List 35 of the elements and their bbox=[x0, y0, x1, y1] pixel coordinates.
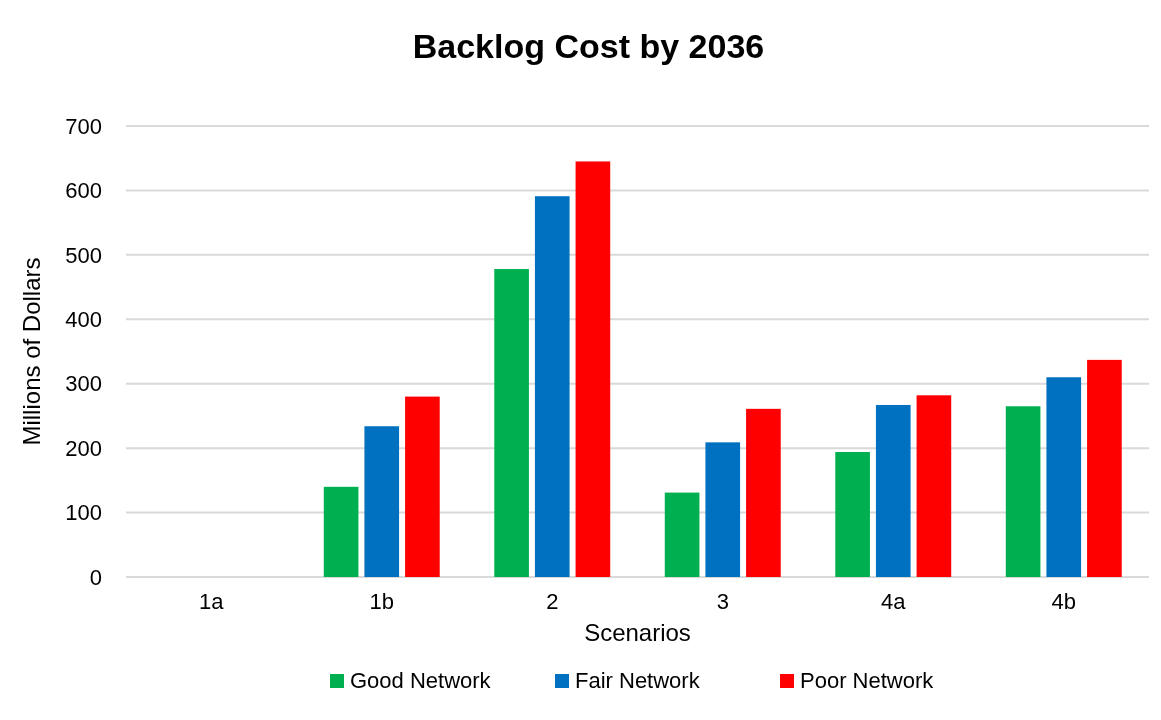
bar bbox=[1046, 377, 1082, 577]
bar bbox=[323, 486, 359, 577]
x-tick-label: 4a bbox=[881, 589, 907, 614]
legend-label: Good Network bbox=[350, 668, 492, 693]
y-tick-label: 500 bbox=[65, 242, 102, 268]
bar bbox=[534, 196, 570, 577]
y-tick-label: 300 bbox=[65, 371, 102, 397]
y-axis-title: Millions of Dollars bbox=[18, 257, 45, 446]
x-tick-label: 1a bbox=[199, 589, 225, 614]
y-tick-label: 0 bbox=[89, 564, 102, 590]
bar bbox=[875, 404, 911, 577]
y-tick-label: 400 bbox=[65, 306, 102, 332]
y-tick-label: 700 bbox=[65, 113, 102, 139]
y-tick-label: 200 bbox=[65, 435, 102, 461]
chart-title: Backlog Cost by 2036 bbox=[412, 27, 765, 65]
x-axis-title: Scenarios bbox=[584, 619, 691, 646]
bar bbox=[1005, 406, 1041, 577]
legend-label: Fair Network bbox=[575, 668, 701, 693]
bar bbox=[664, 492, 700, 577]
bar bbox=[494, 269, 529, 577]
x-tick-label: 4b bbox=[1051, 589, 1076, 614]
x-tick-label: 1b bbox=[369, 589, 394, 614]
x-tick-label: 3 bbox=[716, 589, 729, 614]
y-tick-label: 100 bbox=[65, 500, 102, 526]
bar bbox=[705, 442, 741, 577]
bar bbox=[916, 395, 952, 577]
bar bbox=[575, 161, 611, 577]
bar bbox=[405, 396, 440, 577]
bar bbox=[364, 426, 400, 577]
legend-label: Poor Network bbox=[800, 668, 935, 693]
bar bbox=[835, 452, 870, 577]
bar bbox=[1087, 359, 1122, 577]
bar bbox=[746, 408, 781, 577]
y-tick-label: 600 bbox=[65, 178, 102, 204]
x-tick-label: 2 bbox=[546, 589, 559, 614]
